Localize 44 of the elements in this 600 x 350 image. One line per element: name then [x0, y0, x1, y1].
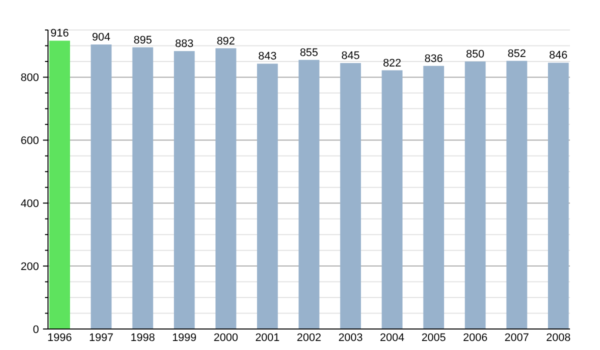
- x-tick-label: 2008: [546, 332, 571, 344]
- bar: [215, 48, 236, 329]
- y-tick-label: 200: [20, 260, 39, 273]
- x-tick-label: 2007: [504, 332, 530, 344]
- bar: [132, 47, 154, 329]
- x-tick-label: 2003: [338, 332, 363, 344]
- bar: [340, 63, 361, 329]
- x-tick-label: 2005: [421, 332, 446, 344]
- bar: [174, 51, 195, 329]
- x-tick-label: 1996: [47, 332, 72, 344]
- data-label: 850: [466, 48, 484, 60]
- data-label: 852: [508, 48, 526, 60]
- y-tick-label: 400: [20, 198, 39, 210]
- x-tick-label: 2006: [463, 332, 488, 344]
- bar: [90, 44, 112, 329]
- x-tick-label: 1999: [172, 332, 197, 344]
- data-label: 895: [134, 34, 152, 46]
- x-tick-label: 2002: [296, 332, 322, 344]
- x-tick-label: 1997: [88, 332, 114, 344]
- bar: [506, 60, 528, 329]
- data-label: 916: [50, 28, 69, 40]
- data-label: 822: [382, 57, 402, 70]
- data-label: 892: [216, 35, 236, 48]
- x-tick-label: 2000: [214, 332, 238, 344]
- x-tick-label: 2001: [255, 332, 280, 344]
- y-tick-label: 0: [32, 324, 39, 336]
- x-tick-label: 2004: [380, 332, 404, 344]
- data-label: 843: [258, 50, 277, 63]
- x-tick-label: 1998: [130, 332, 155, 344]
- bar: [423, 66, 444, 329]
- data-label: 855: [300, 46, 318, 59]
- bar: [257, 64, 278, 329]
- data-label: 836: [424, 52, 443, 65]
- data-label: 904: [92, 31, 110, 44]
- data-label: 883: [175, 38, 194, 50]
- data-label: 845: [341, 50, 360, 62]
- bar: [464, 61, 486, 329]
- bar: [298, 60, 320, 329]
- bar: [382, 70, 403, 329]
- bar: [548, 62, 569, 329]
- y-tick-label: 800: [20, 72, 39, 84]
- data-label: 846: [549, 50, 568, 62]
- bar: [49, 40, 70, 329]
- y-tick-label: 600: [20, 135, 39, 148]
